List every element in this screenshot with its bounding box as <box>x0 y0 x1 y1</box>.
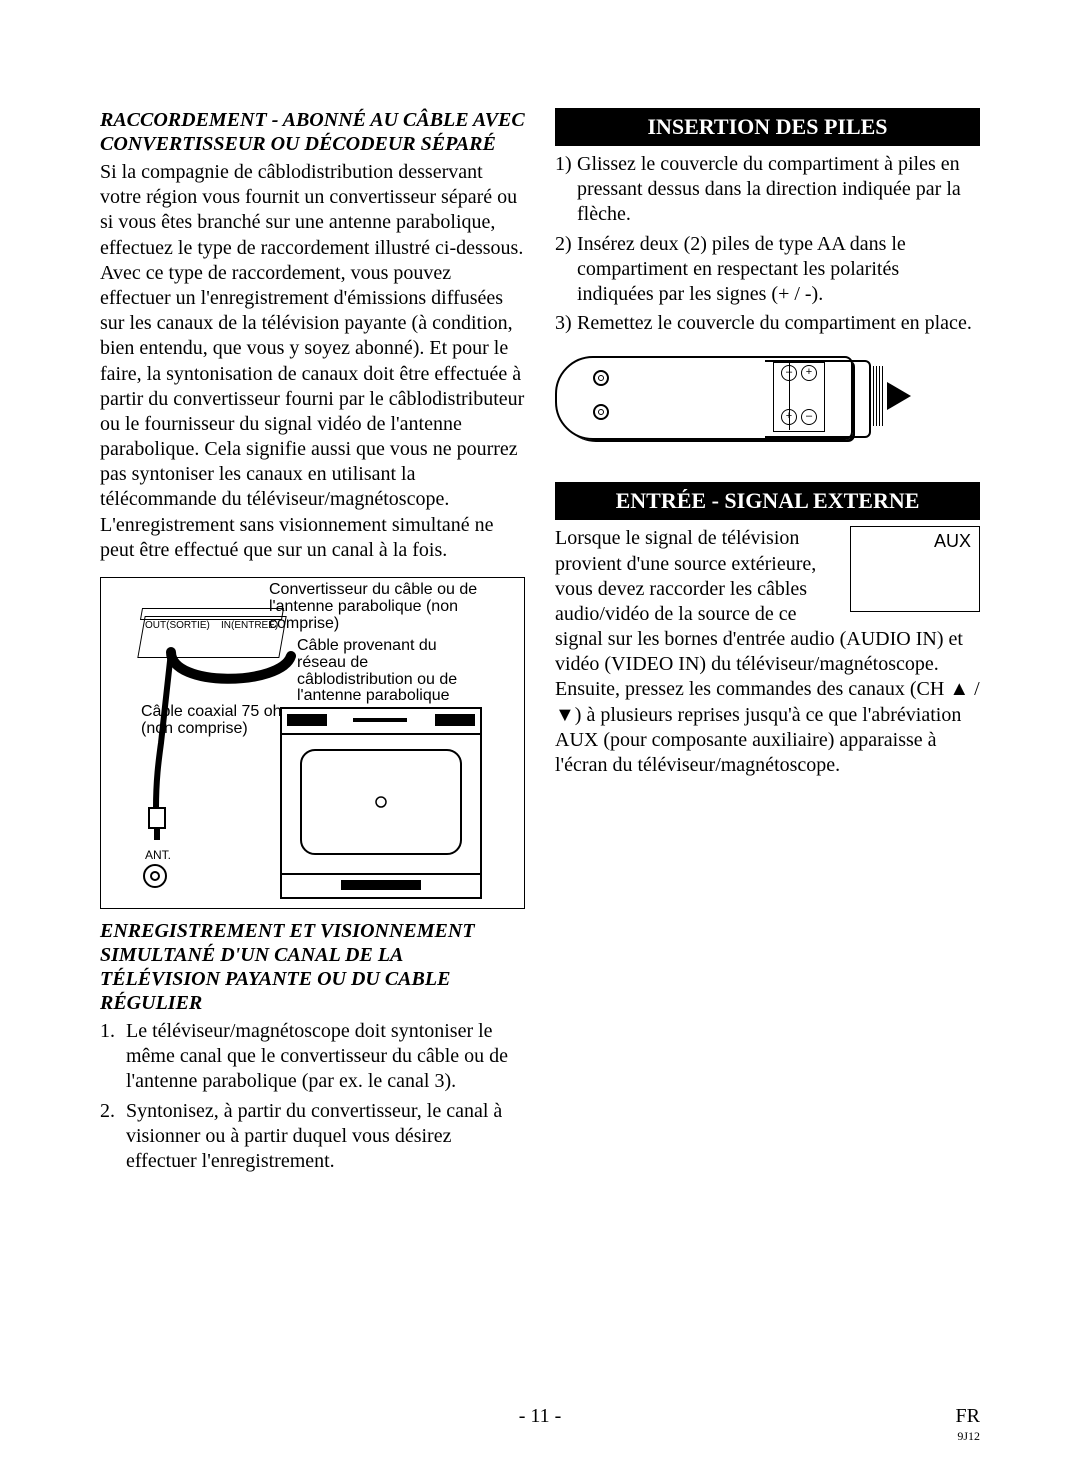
remote-ridges-icon <box>873 366 883 426</box>
paragraph-external-signal-wrap: AUX Lorsque le signal de télévision prov… <box>555 526 980 778</box>
list-number: 2. <box>100 1099 122 1175</box>
banner-insert-batteries: INSERTION DES PILES <box>555 108 980 146</box>
list-text: Remettez le couvercle du compartiment en… <box>577 311 980 336</box>
page-number: - 11 - <box>0 1405 1080 1428</box>
heading-cable-subscriber: RACCORDEMENT - ABONNÉ AU CÂBLE AVEC CONV… <box>100 108 525 156</box>
list-text: Insérez deux (2) piles de type AA dans l… <box>577 232 980 308</box>
ant-connector-icon <box>143 864 167 888</box>
list-number: 1) <box>555 152 577 228</box>
list-number: 2) <box>555 232 577 308</box>
list-item: 1. Le téléviseur/magnétoscope doit synto… <box>100 1019 525 1095</box>
list-text: Glissez le couvercle du compartiment à p… <box>577 152 980 228</box>
list-number: 3) <box>555 311 577 336</box>
list-item: 2) Insérez deux (2) piles de type AA dan… <box>555 232 980 308</box>
list-item: 1) Glissez le couvercle du compartiment … <box>555 152 980 228</box>
list-item: 3) Remettez le couvercle du compartiment… <box>555 311 980 336</box>
list-text: Le téléviseur/magnétoscope doit syntonis… <box>122 1019 525 1095</box>
list-recording-steps: 1. Le téléviseur/magnétoscope doit synto… <box>100 1019 525 1174</box>
paragraph-cable-subscriber: Si la compagnie de câblodistribution des… <box>100 160 525 563</box>
list-battery-steps: 1) Glissez le couvercle du compartiment … <box>555 152 980 336</box>
left-column: RACCORDEMENT - ABONNÉ AU CÂBLE AVEC CONV… <box>100 108 525 1178</box>
two-column-layout: RACCORDEMENT - ABONNÉ AU CÂBLE AVEC CONV… <box>100 108 980 1178</box>
list-item: 2. Syntonisez, à partir du convertisseur… <box>100 1099 525 1175</box>
label-ant: ANT. <box>145 848 171 862</box>
heading-recording-viewing: ENREGISTREMENT ET VISIONNEMENT SIMULTANÉ… <box>100 919 525 1015</box>
remote-cover-icon <box>765 360 871 438</box>
aux-screen: AUX <box>850 526 980 612</box>
arrow-right-icon <box>887 382 911 410</box>
page: RACCORDEMENT - ABONNÉ AU CÂBLE AVEC CONV… <box>0 0 1080 1479</box>
right-column: INSERTION DES PILES 1) Glissez le couver… <box>555 108 980 1178</box>
lang-code: FR <box>956 1405 980 1428</box>
list-number: 1. <box>100 1019 122 1095</box>
diagram-cable-converter: OUT(SORTIE) IN(ENTREE) Convertisseur du … <box>100 577 525 909</box>
list-text: Syntonisez, à partir du convertisseur, l… <box>122 1099 525 1175</box>
banner-external-signal: ENTRÉE - SIGNAL EXTERNE <box>555 482 980 520</box>
doc-code: 9J12 <box>957 1429 980 1444</box>
diagram-remote-batteries: – + + – <box>555 354 915 442</box>
aux-label: AUX <box>934 531 971 551</box>
